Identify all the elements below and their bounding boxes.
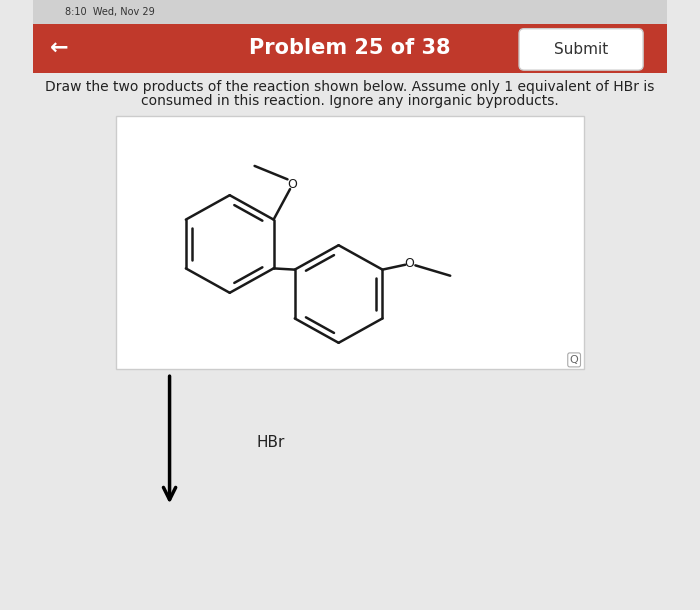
Bar [34,24,666,73]
Text: HBr: HBr [257,435,285,450]
Text: consumed in this reaction. Ignore any inorganic byproducts.: consumed in this reaction. Ignore any in… [141,94,559,107]
Text: O: O [404,257,414,270]
Text: Problem 25 of 38: Problem 25 of 38 [249,38,451,58]
Text: 8:10  Wed, Nov 29: 8:10 Wed, Nov 29 [65,7,155,17]
Bar [34,0,666,24]
Text: Draw the two products of the reaction shown below. Assume only 1 equivalent of H: Draw the two products of the reaction sh… [46,80,655,93]
Text: ←: ← [50,38,68,58]
Text: Submit: Submit [554,42,608,57]
Bar [116,116,584,369]
Text: O: O [288,178,298,191]
FancyBboxPatch shape [519,29,643,70]
Text: Q: Q [570,355,578,365]
